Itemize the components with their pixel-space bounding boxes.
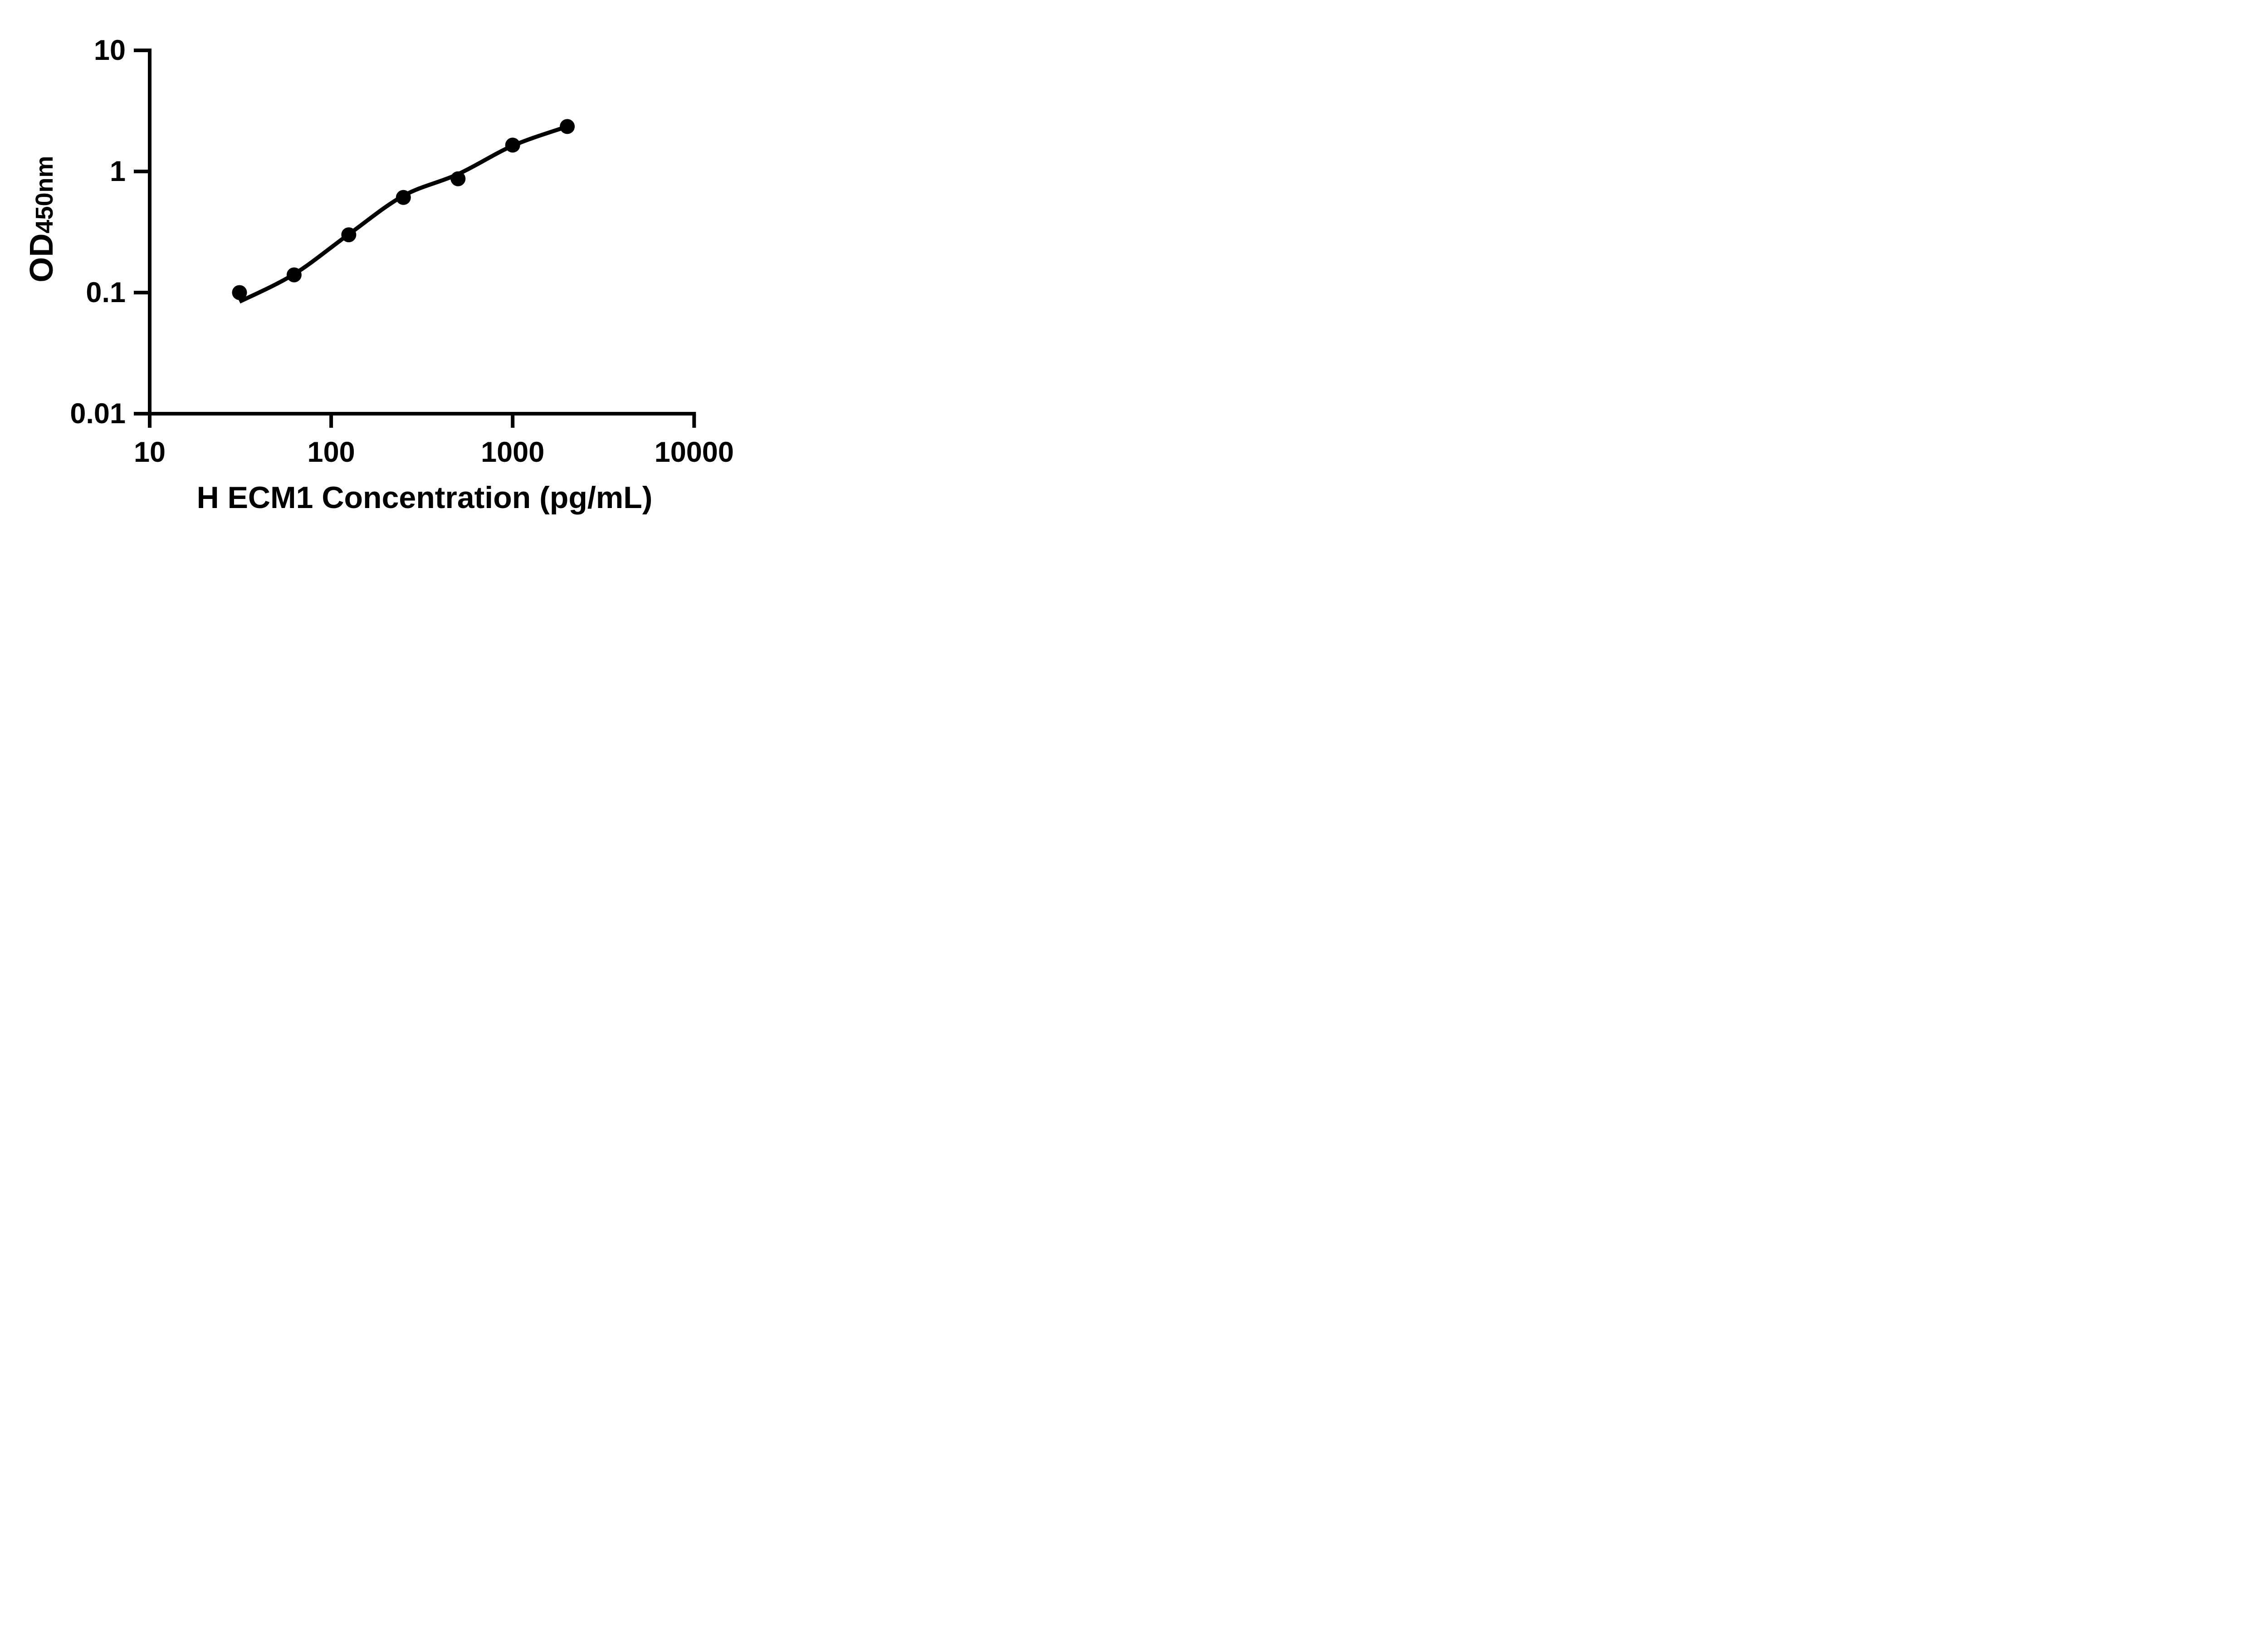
x-tick-label: 1000 [481,436,545,468]
y-axis-title-main: OD [24,233,60,283]
y-axis-title-subscript: 450nm [31,156,58,234]
data-point [450,171,466,186]
data-points [232,119,575,300]
y-tick-label: 1 [109,156,126,187]
data-point [396,190,411,205]
y-tick-label: 0.01 [70,398,126,430]
y-axis-title: OD 450nm [23,38,68,401]
x-tick-label: 10000 [654,436,734,468]
data-point [505,137,520,153]
elisa-standard-curve-figure: 10 1 0.1 0.01 10 100 1000 10000 H ECM1 Concent… [0,0,777,544]
axes [134,49,696,428]
x-tick-label: 100 [307,436,355,468]
y-tick-label: 10 [93,34,126,66]
x-axis-title: H ECM1 Concentration (pg/mL) [196,480,653,515]
data-point [341,227,357,243]
x-tick-label: 10 [133,436,166,468]
plot-area [134,49,696,428]
data-point [560,119,575,134]
data-point [286,267,302,283]
data-point [232,285,247,300]
y-tick-label: 0.1 [86,277,126,308]
